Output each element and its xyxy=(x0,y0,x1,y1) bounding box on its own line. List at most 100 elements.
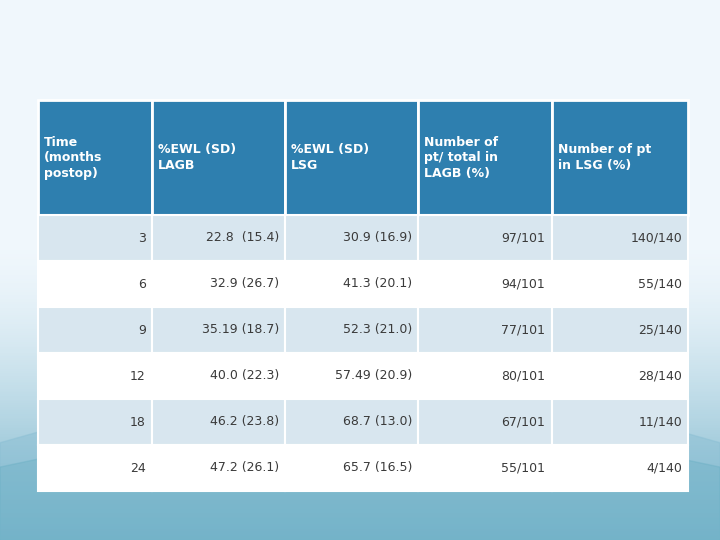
Bar xyxy=(0,356,720,358)
Bar xyxy=(0,470,720,471)
Bar xyxy=(0,128,720,130)
Bar xyxy=(0,117,720,119)
Text: 32.9 (26.7): 32.9 (26.7) xyxy=(210,278,279,291)
Bar xyxy=(0,304,720,306)
Bar xyxy=(0,461,720,463)
Bar xyxy=(0,119,720,120)
Text: 3: 3 xyxy=(138,232,145,245)
Bar xyxy=(0,263,720,265)
Bar xyxy=(0,22,720,23)
Text: Time
(months
postop): Time (months postop) xyxy=(44,136,102,179)
Bar xyxy=(0,292,720,293)
Bar xyxy=(0,160,720,162)
Bar xyxy=(0,302,720,304)
Bar xyxy=(0,142,720,144)
Text: 97/101: 97/101 xyxy=(502,232,546,245)
Bar xyxy=(0,124,720,126)
Bar xyxy=(0,450,720,452)
Bar xyxy=(0,74,720,76)
Text: 46.2 (23.8): 46.2 (23.8) xyxy=(210,415,279,429)
Bar xyxy=(0,382,720,383)
Bar xyxy=(0,20,720,22)
Bar xyxy=(0,430,720,432)
Text: 80/101: 80/101 xyxy=(502,369,546,382)
Text: 65.7 (16.5): 65.7 (16.5) xyxy=(343,462,413,475)
Bar xyxy=(0,374,720,376)
Text: 30.9 (16.9): 30.9 (16.9) xyxy=(343,232,413,245)
Bar xyxy=(0,329,720,331)
Bar xyxy=(0,524,720,525)
Bar xyxy=(0,42,720,43)
Bar xyxy=(0,72,720,74)
Bar xyxy=(0,182,720,184)
Bar xyxy=(0,178,720,180)
Bar xyxy=(0,36,720,38)
Bar xyxy=(0,70,720,72)
Bar xyxy=(0,243,720,245)
Bar xyxy=(0,474,720,475)
Bar xyxy=(0,123,720,124)
Bar xyxy=(0,139,720,140)
Bar xyxy=(0,471,720,474)
Bar xyxy=(0,511,720,513)
Bar xyxy=(0,319,720,320)
Bar xyxy=(0,371,720,373)
Text: 52.3 (21.0): 52.3 (21.0) xyxy=(343,323,413,336)
Bar xyxy=(0,236,720,238)
Bar xyxy=(0,479,720,481)
Bar xyxy=(0,196,720,198)
Bar xyxy=(0,198,720,200)
Bar xyxy=(0,189,720,191)
Bar xyxy=(0,248,720,250)
Bar xyxy=(0,18,720,20)
Bar xyxy=(0,484,720,486)
Bar xyxy=(0,373,720,374)
Bar xyxy=(0,137,720,139)
Bar xyxy=(0,268,720,270)
Bar xyxy=(0,207,720,209)
Bar xyxy=(0,414,720,416)
Bar xyxy=(0,31,720,32)
Bar xyxy=(0,299,720,301)
Bar xyxy=(0,162,720,164)
Bar xyxy=(0,515,720,517)
Bar xyxy=(0,254,720,255)
Bar xyxy=(0,83,720,85)
Bar xyxy=(0,212,720,214)
Text: 68.7 (13.0): 68.7 (13.0) xyxy=(343,415,413,429)
Bar xyxy=(0,177,720,178)
Bar xyxy=(0,63,720,65)
Bar xyxy=(0,407,720,409)
Bar xyxy=(0,481,720,482)
Bar xyxy=(0,25,720,27)
Bar xyxy=(0,45,720,47)
Bar xyxy=(0,522,720,524)
Bar xyxy=(0,400,720,401)
Text: 47.2 (26.1): 47.2 (26.1) xyxy=(210,462,279,475)
Bar xyxy=(0,153,720,155)
Bar xyxy=(0,320,720,322)
Bar xyxy=(0,211,720,212)
Bar xyxy=(0,266,720,268)
Bar xyxy=(0,315,720,317)
Bar xyxy=(0,99,720,101)
Bar xyxy=(0,184,720,185)
Bar xyxy=(0,204,720,205)
Text: 67/101: 67/101 xyxy=(502,415,546,429)
Bar xyxy=(0,50,720,52)
Bar xyxy=(0,88,720,90)
Bar xyxy=(0,434,720,436)
Bar xyxy=(0,7,720,9)
Bar xyxy=(0,81,720,83)
Bar xyxy=(0,497,720,498)
Bar xyxy=(0,313,720,315)
Bar xyxy=(0,518,720,520)
Text: 94/101: 94/101 xyxy=(502,278,546,291)
Text: 4/140: 4/140 xyxy=(646,462,682,475)
Text: 28/140: 28/140 xyxy=(638,369,682,382)
Text: 55/101: 55/101 xyxy=(502,462,546,475)
Bar xyxy=(0,144,720,146)
Bar xyxy=(0,167,720,169)
Bar xyxy=(0,147,720,150)
Bar xyxy=(0,34,720,36)
